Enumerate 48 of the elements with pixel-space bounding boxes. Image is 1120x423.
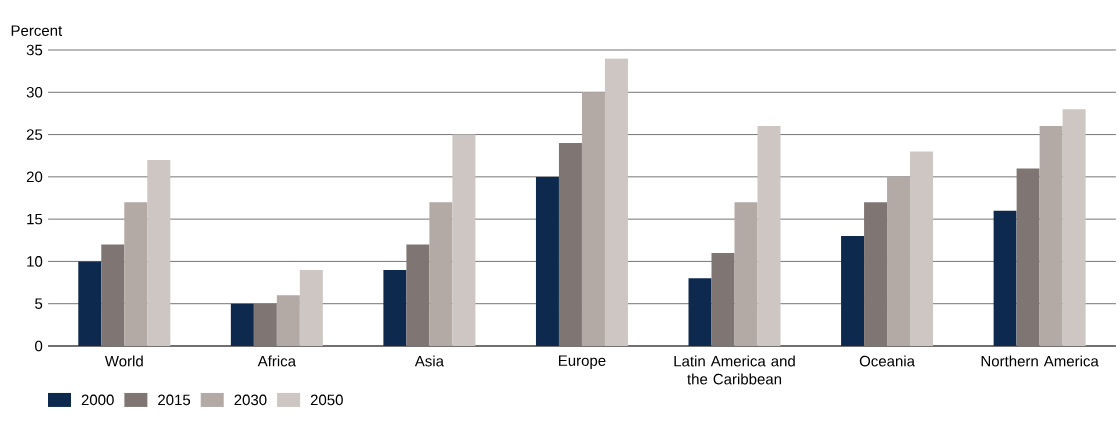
bar (452, 134, 476, 346)
bar (910, 151, 934, 346)
bar (276, 295, 300, 346)
y-tick-label: 5 (35, 298, 43, 309)
legend-label: 2015 (158, 394, 191, 406)
bar (101, 244, 125, 346)
bar (1016, 168, 1040, 346)
x-tick-label: Latin America and the Caribbean (674, 355, 795, 385)
x-tick-label: World (104, 355, 143, 367)
bar (558, 143, 582, 346)
bar (78, 261, 102, 346)
bar (1062, 109, 1086, 346)
x-tick-label: Northern America (981, 355, 1099, 367)
bar (734, 202, 758, 346)
bar (757, 126, 781, 346)
y-tick-label: 10 (27, 256, 43, 267)
y-tick-label: 25 (26, 129, 43, 140)
legend-label: 2000 (81, 394, 114, 406)
bar (688, 278, 712, 346)
bar (864, 202, 888, 346)
x-tick-label: Asia (414, 355, 444, 367)
bar (581, 92, 605, 346)
bar (841, 236, 865, 346)
bar (147, 159, 171, 346)
bar (887, 176, 911, 346)
y-tick-label: 0 (35, 340, 43, 352)
bar (429, 202, 453, 346)
y-axis-title: Percent (11, 25, 63, 36)
bar (230, 303, 254, 346)
bar (253, 303, 277, 346)
x-tick-label: Africa (257, 355, 297, 367)
bar (604, 58, 628, 346)
bar (299, 269, 323, 346)
bar (406, 244, 430, 346)
bar (1039, 126, 1063, 346)
bar (711, 252, 735, 346)
y-tick-label: 30 (26, 86, 43, 98)
bar (383, 269, 407, 346)
legend-label: 2050 (310, 394, 343, 406)
x-tick-label: Europe (558, 355, 606, 369)
y-tick-label: 15 (27, 213, 43, 225)
x-tick-label: Oceania (859, 355, 915, 367)
bar (993, 210, 1017, 346)
bar (535, 176, 559, 346)
y-tick-label: 20 (26, 171, 43, 183)
y-tick-label: 35 (26, 44, 43, 56)
bar (124, 202, 148, 346)
legend-label: 2030 (234, 394, 267, 406)
